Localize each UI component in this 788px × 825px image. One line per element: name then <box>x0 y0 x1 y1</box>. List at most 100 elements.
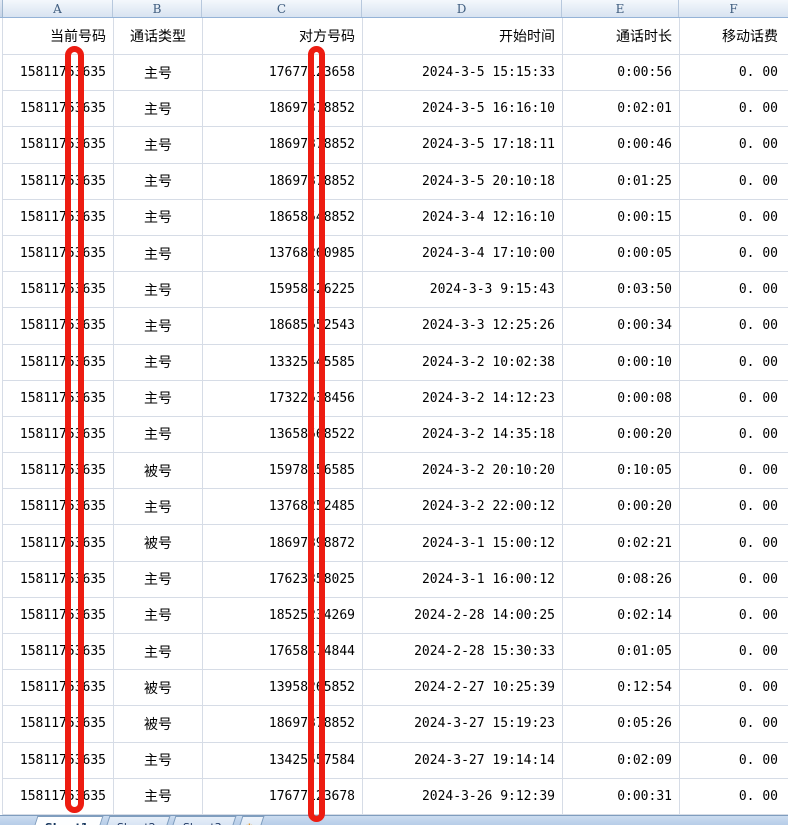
cell-fee-row13[interactable]: 0. 00 <box>680 489 788 526</box>
cell-call_type-row18[interactable]: 被号 <box>114 670 203 707</box>
header-cell-current[interactable]: 当前号码 <box>3 18 114 55</box>
cell-fee-row2[interactable]: 0. 00 <box>680 91 788 128</box>
cell-fee-row18[interactable]: 0. 00 <box>680 670 788 707</box>
cell-call_type-row21[interactable]: 主号 <box>114 778 203 815</box>
cell-current-row20[interactable]: 15811753635 <box>3 742 114 779</box>
cell-other-row20[interactable]: 13425557584 <box>203 742 363 779</box>
cell-other-row2[interactable]: 18697378852 <box>203 91 363 128</box>
header-cell-duration[interactable]: 通话时长 <box>563 18 680 55</box>
cell-call_type-row8[interactable]: 主号 <box>114 308 203 345</box>
cell-start-row17[interactable]: 2024-2-28 15:30:33 <box>363 634 563 671</box>
scroll-tabs-right-icon[interactable]: ► <box>14 816 28 825</box>
cell-current-row11[interactable]: 15811753635 <box>3 416 114 454</box>
cell-start-row16[interactable]: 2024-2-28 14:00:25 <box>363 597 563 634</box>
cell-fee-row19[interactable]: 0. 00 <box>680 706 788 743</box>
cell-call_type-row17[interactable]: 主号 <box>114 634 203 671</box>
cell-call_type-row14[interactable]: 被号 <box>114 525 203 562</box>
cell-current-row21[interactable]: 15811753635 <box>3 778 114 815</box>
cell-fee-row9[interactable]: 0. 00 <box>680 345 788 381</box>
cell-start-row18[interactable]: 2024-2-27 10:25:39 <box>363 670 563 707</box>
cell-current-row4[interactable]: 15811753635 <box>3 163 114 200</box>
cell-start-row19[interactable]: 2024-3-27 15:19:23 <box>363 706 563 743</box>
tab-sheet1[interactable]: Sheet1 <box>30 816 104 825</box>
cell-start-row12[interactable]: 2024-3-2 20:10:20 <box>363 453 563 490</box>
cell-other-row12[interactable]: 15978156585 <box>203 453 363 490</box>
cell-start-row3[interactable]: 2024-3-5 17:18:11 <box>363 127 563 164</box>
cell-duration-row12[interactable]: 0:10:05 <box>563 453 680 490</box>
cell-start-row9[interactable]: 2024-3-2 10:02:38 <box>363 344 563 381</box>
cell-start-row6[interactable]: 2024-3-4 17:10:00 <box>363 235 563 273</box>
cell-call_type-row10[interactable]: 主号 <box>114 380 203 417</box>
cell-fee-row8[interactable]: 0. 00 <box>680 308 788 345</box>
cell-current-row17[interactable]: 15811753635 <box>3 634 114 671</box>
cell-fee-row4[interactable]: 0. 00 <box>680 164 788 200</box>
cell-fee-row1[interactable]: 0. 00 <box>680 55 788 92</box>
cell-start-row15[interactable]: 2024-3-1 16:00:12 <box>363 561 563 598</box>
cell-other-row15[interactable]: 17623358025 <box>203 561 363 598</box>
column-header-f[interactable]: F <box>729 1 738 16</box>
cell-start-row14[interactable]: 2024-3-1 15:00:12 <box>363 525 563 562</box>
cell-other-row5[interactable]: 18658548852 <box>203 199 363 236</box>
cell-call_type-row7[interactable]: 主号 <box>114 272 203 309</box>
cell-current-row15[interactable]: 15811753635 <box>3 561 114 598</box>
cell-duration-row13[interactable]: 0:00:20 <box>563 489 680 526</box>
tab-sheet3[interactable]: Sheet3 <box>168 816 237 825</box>
cell-other-row13[interactable]: 13768252485 <box>203 489 363 526</box>
cell-current-row1[interactable]: 15811753635 <box>3 55 114 92</box>
cell-duration-row20[interactable]: 0:02:09 <box>563 742 680 779</box>
cell-duration-row10[interactable]: 0:00:08 <box>563 380 680 417</box>
cell-other-row8[interactable]: 18685552543 <box>203 308 363 345</box>
cell-other-row18[interactable]: 13958265852 <box>203 670 363 707</box>
cell-call_type-row11[interactable]: 主号 <box>114 416 203 454</box>
cell-current-row5[interactable]: 15811753635 <box>3 199 114 236</box>
tab-sheet2[interactable]: Sheet2 <box>102 816 170 825</box>
column-header-e[interactable]: E <box>562 0 679 17</box>
cell-start-row8[interactable]: 2024-3-3 12:25:26 <box>363 308 563 345</box>
cell-start-row20[interactable]: 2024-3-27 19:14:14 <box>363 742 563 779</box>
cell-start-row7[interactable]: 2024-3-3 9:15:43 <box>363 272 563 309</box>
cell-current-row18[interactable]: 15811753635 <box>3 670 114 707</box>
cell-call_type-row9[interactable]: 主号 <box>114 344 203 381</box>
cell-other-row1[interactable]: 17677123658 <box>203 55 363 92</box>
cell-fee-row11[interactable]: 0. 00 <box>680 417 788 454</box>
cell-other-row4[interactable]: 18697378852 <box>203 163 363 200</box>
cell-current-row16[interactable]: 15811753635 <box>3 597 114 634</box>
cell-current-row8[interactable]: 15811753635 <box>3 308 114 345</box>
cell-current-row13[interactable]: 15811753635 <box>3 489 114 526</box>
cell-call_type-row12[interactable]: 被号 <box>114 453 203 490</box>
cell-duration-row11[interactable]: 0:00:20 <box>563 416 680 454</box>
cell-duration-row9[interactable]: 0:00:10 <box>563 344 680 381</box>
cell-current-row6[interactable]: 15811753635 <box>3 235 114 273</box>
column-header-c[interactable]: C <box>202 0 362 17</box>
cell-other-row19[interactable]: 18697378852 <box>203 706 363 743</box>
scroll-tabs-left-icon[interactable]: ◄ <box>0 816 14 825</box>
cell-fee-row3[interactable]: 0. 00 <box>680 127 788 164</box>
cell-current-row10[interactable]: 15811753635 <box>3 380 114 417</box>
cell-start-row11[interactable]: 2024-3-2 14:35:18 <box>363 416 563 454</box>
cell-other-row16[interactable]: 18525234269 <box>203 597 363 634</box>
cell-duration-row8[interactable]: 0:00:34 <box>563 308 680 345</box>
cell-call_type-row16[interactable]: 主号 <box>114 597 203 634</box>
cell-call_type-row5[interactable]: 主号 <box>114 199 203 236</box>
cell-fee-row15[interactable]: 0. 00 <box>680 562 788 598</box>
cell-duration-row17[interactable]: 0:01:05 <box>563 634 680 671</box>
cell-duration-row5[interactable]: 0:00:15 <box>563 199 680 236</box>
cell-start-row5[interactable]: 2024-3-4 12:16:10 <box>363 199 563 236</box>
header-cell-fee[interactable]: 移动话费 <box>680 18 788 55</box>
cell-start-row4[interactable]: 2024-3-5 20:10:18 <box>363 163 563 200</box>
cell-duration-row14[interactable]: 0:02:21 <box>563 525 680 562</box>
cell-duration-row19[interactable]: 0:05:26 <box>563 706 680 743</box>
cell-call_type-row13[interactable]: 主号 <box>114 489 203 526</box>
column-header-b[interactable]: B <box>113 0 202 17</box>
cell-call_type-row15[interactable]: 主号 <box>114 561 203 598</box>
cell-current-row14[interactable]: 15811753635 <box>3 525 114 562</box>
cell-duration-row3[interactable]: 0:00:46 <box>563 127 680 164</box>
cell-current-row12[interactable]: 15811753635 <box>3 453 114 490</box>
cell-fee-row5[interactable]: 0. 00 <box>680 200 788 236</box>
cell-current-row9[interactable]: 15811753635 <box>3 344 114 381</box>
cell-call_type-row2[interactable]: 主号 <box>114 91 203 128</box>
cell-other-row17[interactable]: 17658474844 <box>203 634 363 671</box>
header-cell-other[interactable]: 对方号码 <box>203 18 363 55</box>
cell-call_type-row20[interactable]: 主号 <box>114 742 203 779</box>
cell-duration-row7[interactable]: 0:03:50 <box>563 272 680 309</box>
